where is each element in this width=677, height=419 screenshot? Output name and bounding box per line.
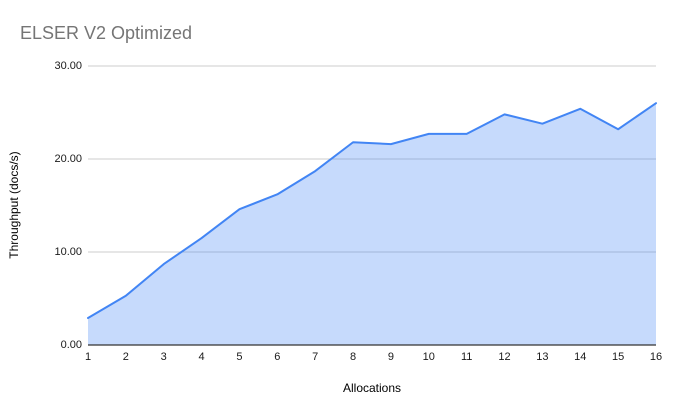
x-tick-label: 1 [84, 351, 92, 363]
x-tick-label: 14 [574, 351, 587, 363]
chart-title: ELSER V2 Optimized [20, 23, 193, 43]
y-tick-label: 30.00 [54, 60, 82, 72]
x-tick-label: 11 [460, 351, 473, 363]
x-tick-label: 12 [498, 351, 511, 363]
y-tick-label: 20.00 [54, 153, 82, 165]
x-tick-label: 4 [198, 351, 205, 363]
area-fill [88, 103, 656, 345]
y-tick-label: 0.00 [60, 339, 82, 351]
y-tick-label: 10.00 [54, 246, 82, 258]
x-axis-title: Allocations [342, 381, 402, 395]
x-tick-label: 8 [350, 351, 357, 363]
x-tick-label: 10 [422, 351, 435, 363]
x-tick-label: 3 [160, 351, 167, 363]
y-axis-title: Throughput (docs/s) [7, 150, 21, 259]
x-tick-label: 13 [536, 351, 549, 363]
x-tick-label: 6 [274, 351, 281, 363]
x-tick-label: 9 [387, 351, 394, 363]
x-tick-label: 7 [312, 351, 319, 363]
x-tick-label: 15 [612, 351, 625, 363]
series-line [87, 102, 657, 320]
x-tick-label: 16 [649, 351, 663, 363]
x-tick-label: 5 [236, 351, 243, 363]
x-tick-label: 2 [122, 351, 129, 363]
